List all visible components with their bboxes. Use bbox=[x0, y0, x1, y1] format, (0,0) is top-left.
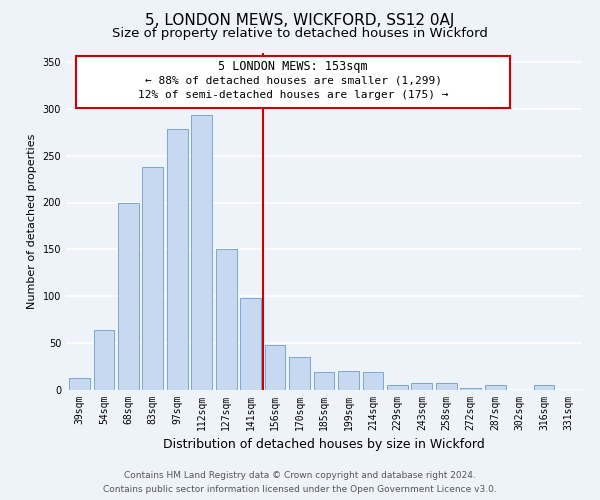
Bar bbox=[534, 386, 554, 390]
Text: 12% of semi-detached houses are larger (175) →: 12% of semi-detached houses are larger (… bbox=[138, 90, 448, 100]
Bar bbox=[412, 382, 432, 390]
Text: Size of property relative to detached houses in Wickford: Size of property relative to detached ho… bbox=[112, 28, 488, 40]
Bar bbox=[460, 388, 481, 390]
Bar bbox=[240, 298, 261, 390]
Bar bbox=[69, 378, 90, 390]
Text: Contains public sector information licensed under the Open Government Licence v3: Contains public sector information licen… bbox=[103, 485, 497, 494]
Bar bbox=[191, 116, 212, 390]
Bar bbox=[142, 167, 163, 390]
Bar bbox=[167, 130, 188, 390]
Text: Contains HM Land Registry data © Crown copyright and database right 2024.: Contains HM Land Registry data © Crown c… bbox=[124, 471, 476, 480]
Text: 5, LONDON MEWS, WICKFORD, SS12 0AJ: 5, LONDON MEWS, WICKFORD, SS12 0AJ bbox=[145, 12, 455, 28]
Bar bbox=[216, 250, 236, 390]
Text: ← 88% of detached houses are smaller (1,299): ← 88% of detached houses are smaller (1,… bbox=[145, 76, 442, 86]
Bar bbox=[362, 372, 383, 390]
Y-axis label: Number of detached properties: Number of detached properties bbox=[27, 134, 37, 309]
Bar bbox=[338, 371, 359, 390]
Text: 5 LONDON MEWS: 153sqm: 5 LONDON MEWS: 153sqm bbox=[218, 60, 368, 73]
Bar bbox=[485, 386, 506, 390]
Bar bbox=[289, 357, 310, 390]
X-axis label: Distribution of detached houses by size in Wickford: Distribution of detached houses by size … bbox=[163, 438, 485, 452]
Bar bbox=[118, 202, 139, 390]
Bar bbox=[314, 372, 334, 390]
Bar bbox=[387, 386, 408, 390]
Bar bbox=[436, 382, 457, 390]
Bar bbox=[94, 330, 114, 390]
Bar bbox=[265, 345, 286, 390]
